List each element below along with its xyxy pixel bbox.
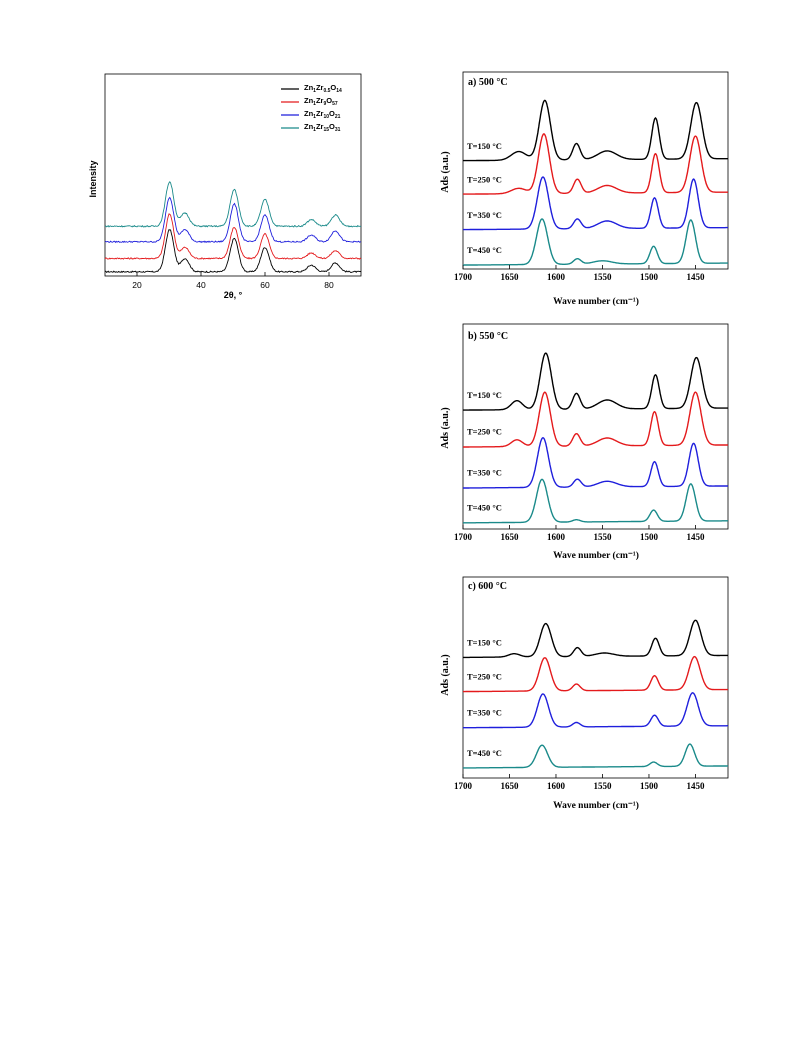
ftir-c-ylabel: Ads (a.u.) (440, 654, 451, 695)
xrd-series-line (104, 228, 362, 274)
ftir-b-plot-frame (462, 323, 729, 530)
ftir-a-xticks: 1700 1650 1600 1550 1500 1450 (454, 265, 705, 282)
xrd-legend-label: Zn1Zr15O31 (304, 122, 341, 133)
ftir-chart-c: Ads (a.u.) c) 600 °C T=150 °C T=250 °C T=3… (440, 576, 729, 811)
ftir-chart-a: Ads (a.u.) a) 500 °C T=150 °C T=250 °C T=3… (440, 71, 729, 307)
ftir-chart-b: Ads (a.u.) b) 550 °C T=150 °C T=250 °C T=3… (440, 323, 729, 561)
ftir-c-series-group: T=150 °C T=250 °C T=350 °C T=450 °C (462, 619, 728, 769)
ftir-series-label: T=150 °C (467, 637, 502, 647)
ftir-xtick-label: 1700 (454, 272, 473, 282)
ftir-c-plot-frame (462, 576, 729, 779)
ftir-b-series-group: T=150 °C T=250 °C T=350 °C T=450 °C (463, 352, 729, 524)
ftir-series-line (463, 218, 728, 266)
ftir-series-label: T=350 °C (467, 708, 502, 718)
ftir-series-label: T=150 °C (467, 390, 502, 400)
ftir-series-label: T=250 °C (467, 427, 502, 437)
ftir-a-series-group: T=150 °C T=250 °C T=350 °C T=450 °C (463, 99, 728, 266)
ftir-c-title: c) 600 °C (468, 581, 507, 592)
ftir-series-line (463, 478, 728, 524)
ftir-xtick-label: 1600 (547, 272, 566, 282)
ftir-xtick-label: 1700 (454, 532, 473, 542)
ftir-xtick-label: 1650 (500, 532, 519, 542)
ftir-series-label: T=250 °C (467, 672, 502, 682)
xrd-legend: Zn1Zr0.5O14 Zn1Zr9O57 Zn1Zr10O21 Zn1Zr15O31 (281, 83, 342, 133)
xrd-series-line (104, 196, 362, 244)
ftir-series-line (463, 619, 728, 659)
ftir-c-xlabel: Wave number (cm⁻¹) (553, 800, 639, 811)
xrd-xtick-label: 40 (196, 280, 206, 290)
xrd-xtick-label: 20 (132, 280, 142, 290)
ftir-series-label: T=450 °C (467, 245, 502, 255)
ftir-xtick-label: 1600 (547, 781, 566, 791)
xrd-chart: Intensity Zn1Zr0.5O14 Zn1Zr9O57 Zn1Zr10O21… (88, 73, 362, 300)
ftir-xtick-label: 1550 (593, 781, 612, 791)
xrd-legend-label: Zn1Zr0.5O14 (304, 83, 342, 94)
ftir-series-label: T=250 °C (467, 174, 502, 184)
ftir-xtick-label: 1450 (686, 532, 705, 542)
xrd-ylabel: Intensity (88, 160, 98, 197)
xrd-series-line (104, 213, 362, 260)
xrd-xtick-label: 80 (324, 280, 334, 290)
ftir-series-label: T=450 °C (467, 748, 502, 758)
xrd-legend-label: Zn1Zr9O57 (304, 96, 338, 107)
xrd-xlabel: 2θ, ° (224, 290, 243, 300)
xrd-legend-label: Zn1Zr10O21 (304, 109, 341, 120)
ftir-series-line (463, 437, 729, 489)
ftir-a-plot-frame (462, 71, 729, 270)
ftir-xtick-label: 1450 (686, 272, 705, 282)
ftir-xtick-label: 1450 (686, 781, 705, 791)
ftir-series-line (463, 133, 728, 195)
xrd-series-line (104, 181, 362, 228)
ftir-xtick-label: 1700 (454, 781, 473, 791)
ftir-xtick-label: 1500 (640, 781, 659, 791)
ftir-series-line (463, 743, 728, 769)
ftir-series-label: T=150 °C (467, 141, 502, 151)
ftir-xtick-label: 1650 (500, 272, 519, 282)
ftir-a-xlabel: Wave number (cm⁻¹) (553, 296, 639, 307)
xrd-series-group (104, 181, 362, 274)
ftir-xtick-label: 1650 (500, 781, 519, 791)
ftir-xtick-label: 1500 (640, 532, 659, 542)
ftir-xtick-label: 1550 (593, 532, 612, 542)
ftir-series-line (463, 655, 728, 693)
ftir-series-label: T=350 °C (467, 210, 502, 220)
ftir-series-line (463, 99, 728, 162)
ftir-xtick-label: 1550 (593, 272, 612, 282)
xrd-xtick-label: 60 (260, 280, 270, 290)
ftir-a-ylabel: Ads (a.u.) (440, 151, 451, 192)
ftir-b-xticks: 1700 1650 1600 1550 1500 1450 (454, 525, 705, 542)
ftir-series-line (462, 692, 728, 729)
ftir-b-ylabel: Ads (a.u.) (440, 407, 451, 448)
ftir-series-line (463, 352, 729, 411)
ftir-xtick-label: 1600 (547, 532, 566, 542)
xrd-xticks: 20 40 60 80 (132, 272, 334, 290)
ftir-series-label: T=450 °C (467, 503, 502, 513)
xrd-plot-frame (104, 73, 362, 277)
ftir-series-line (463, 391, 729, 448)
ftir-a-title: a) 500 °C (468, 77, 508, 88)
ftir-b-xlabel: Wave number (cm⁻¹) (553, 550, 639, 561)
ftir-b-title: b) 550 °C (468, 331, 508, 342)
ftir-series-line (463, 176, 728, 231)
ftir-c-xticks: 1700 1650 1600 1550 1500 1450 (454, 774, 705, 791)
ftir-series-label: T=350 °C (467, 468, 502, 478)
ftir-xtick-label: 1500 (640, 272, 659, 282)
